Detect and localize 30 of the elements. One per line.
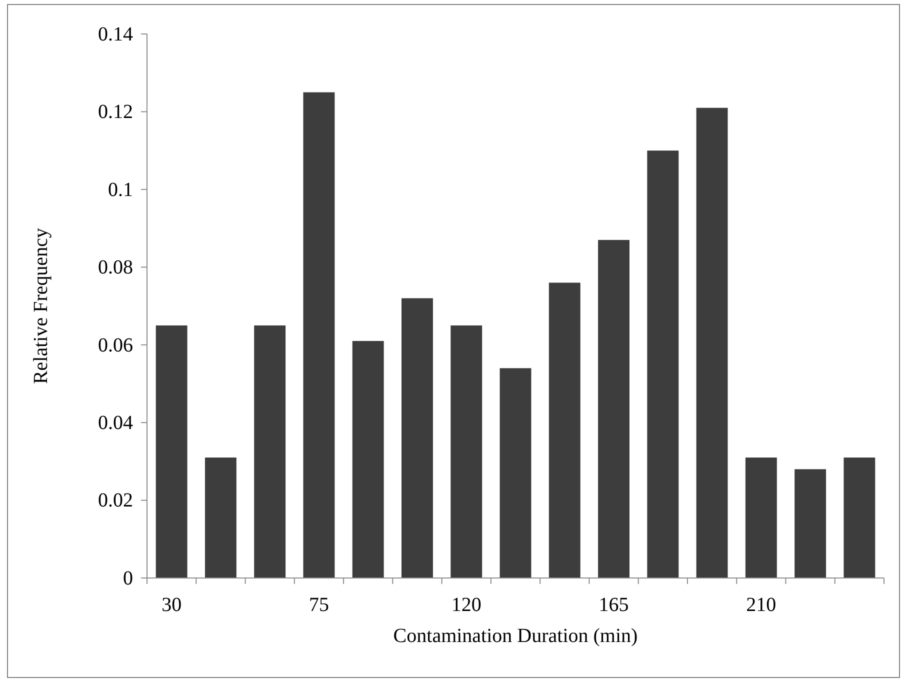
- bar: [352, 340, 384, 578]
- bar: [254, 325, 286, 578]
- y-tick-label: 0.12: [98, 101, 133, 124]
- bar: [647, 150, 679, 578]
- x-tick-label: 210: [746, 594, 776, 616]
- y-tick-label: 0: [123, 567, 133, 590]
- y-tick-label: 0.04: [98, 412, 133, 434]
- y-tick-label: 0.14: [98, 23, 133, 46]
- y-tick-label: 0.06: [98, 334, 133, 356]
- bar: [303, 92, 335, 578]
- x-tick-label: 75: [308, 594, 329, 616]
- x-tick-label: 30: [162, 594, 182, 616]
- x-axis-title: Contamination Duration (min): [393, 625, 638, 647]
- bar: [156, 325, 188, 578]
- x-tick-label: 165: [598, 594, 629, 616]
- y-tick-label: 0.02: [98, 490, 133, 512]
- y-axis-title: Relative Frequency: [30, 228, 52, 384]
- bar: [500, 368, 532, 578]
- bar: [844, 458, 876, 578]
- bar: [696, 108, 728, 578]
- bar: [745, 458, 777, 578]
- bar: [598, 240, 630, 578]
- bar: [548, 282, 580, 578]
- y-tick-label: 0.08: [98, 256, 133, 279]
- bar: [204, 458, 236, 578]
- y-tick-label: 0.1: [108, 178, 133, 201]
- x-tick-label: 120: [451, 594, 482, 616]
- bar: [450, 325, 482, 578]
- bar: [794, 469, 826, 578]
- bar: [402, 298, 433, 578]
